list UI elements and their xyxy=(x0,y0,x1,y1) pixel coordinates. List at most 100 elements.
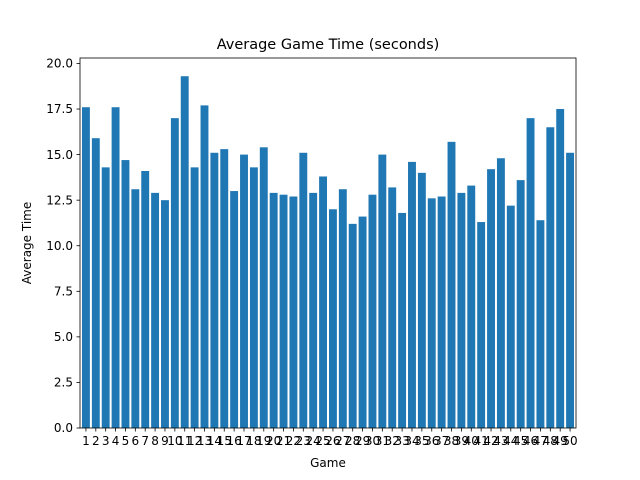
bar-game-25 xyxy=(319,176,328,428)
x-tick-label: 29 xyxy=(355,434,370,448)
bar-game-18 xyxy=(249,167,258,429)
bar-game-29 xyxy=(358,216,367,428)
bar-game-40 xyxy=(467,185,476,428)
x-tick-label: 42 xyxy=(483,434,498,448)
bar-game-33 xyxy=(398,212,407,428)
bar-game-19 xyxy=(259,147,268,428)
y-tick-label: 7.5 xyxy=(54,285,73,299)
x-tick-label: 34 xyxy=(404,434,419,448)
bar-game-11 xyxy=(180,76,189,428)
bar-game-46 xyxy=(526,118,535,429)
bar-game-3 xyxy=(101,167,110,429)
x-tick-label: 3 xyxy=(102,434,110,448)
bar-game-9 xyxy=(161,200,169,428)
y-tick-label: 15.0 xyxy=(46,148,73,162)
x-axis-ticks: 1 2 3 4 5 6 7 8 91011121314151617181920212223242… xyxy=(82,428,578,448)
bar-game-32 xyxy=(388,187,397,428)
y-tick-label: 12.5 xyxy=(46,193,73,207)
bar-game-39 xyxy=(457,192,466,428)
x-tick-label: 14 xyxy=(207,434,222,448)
x-tick-label: 9 xyxy=(161,434,169,448)
y-tick-label: 17.5 xyxy=(46,102,73,116)
x-tick-label: 15 xyxy=(217,434,232,448)
x-tick-label: 27 xyxy=(335,434,350,448)
bar-game-16 xyxy=(230,191,239,428)
x-tick-label: 20 xyxy=(266,434,281,448)
bar-game-13 xyxy=(200,105,209,428)
bar-game-34 xyxy=(408,161,416,428)
x-tick-label: 23 xyxy=(296,434,311,448)
bar-game-15 xyxy=(220,149,229,428)
x-tick-label: 36 xyxy=(424,434,439,448)
bar-game-21 xyxy=(279,194,288,428)
x-tick-label: 46 xyxy=(523,434,538,448)
x-axis-label: Game xyxy=(310,456,346,470)
bar-game-22 xyxy=(289,196,298,428)
bar-game-5 xyxy=(121,160,130,428)
x-tick-label: 32 xyxy=(385,434,400,448)
x-tick-label: 8 xyxy=(151,434,159,448)
x-tick-label: 6 xyxy=(132,434,140,448)
plot-frame xyxy=(79,57,577,429)
bar-game-49 xyxy=(556,109,565,428)
y-tick-label: 5.0 xyxy=(54,330,73,344)
x-tick-label: 13 xyxy=(197,434,212,448)
x-tick-label: 38 xyxy=(444,434,459,448)
x-tick-label: 19 xyxy=(256,434,271,448)
x-tick-label: 16 xyxy=(226,434,241,448)
x-tick-label: 11 xyxy=(177,434,192,448)
bar-game-17 xyxy=(240,154,248,428)
x-tick-label: 4 xyxy=(112,434,120,448)
bar-game-1 xyxy=(81,107,90,429)
chart-title: Average Game Time (seconds) xyxy=(217,37,440,53)
bar-game-28 xyxy=(348,223,357,428)
x-tick-label: 26 xyxy=(325,434,340,448)
bar-game-14 xyxy=(210,152,219,428)
x-tick-label: 49 xyxy=(553,434,568,448)
bar-game-6 xyxy=(131,189,140,428)
bar-game-37 xyxy=(437,196,446,428)
bar-game-27 xyxy=(338,189,347,428)
bar-game-38 xyxy=(447,141,456,428)
x-tick-label: 1 xyxy=(82,434,90,448)
bar-game-7 xyxy=(141,171,150,428)
x-tick-label: 17 xyxy=(236,434,251,448)
y-axis-label: Average Time xyxy=(20,202,34,284)
bar-game-43 xyxy=(496,158,505,428)
bar-game-26 xyxy=(328,209,337,428)
x-tick-label: 45 xyxy=(513,434,528,448)
x-tick-label: 31 xyxy=(375,434,390,448)
bar-game-48 xyxy=(546,127,555,428)
x-tick-label: 50 xyxy=(562,434,577,448)
x-tick-label: 24 xyxy=(306,434,321,448)
bars-group xyxy=(81,76,575,429)
x-tick-label: 35 xyxy=(414,434,429,448)
x-tick-label: 10 xyxy=(167,434,182,448)
bar-game-41 xyxy=(477,222,486,428)
x-tick-label: 48 xyxy=(543,434,558,448)
bar-game-50 xyxy=(566,152,575,428)
x-tick-label: 12 xyxy=(187,434,202,448)
bar-game-47 xyxy=(536,220,545,428)
bar-game-23 xyxy=(299,152,308,428)
x-tick-label: 47 xyxy=(533,434,548,448)
bar-game-12 xyxy=(190,167,199,429)
x-tick-label: 30 xyxy=(365,434,380,448)
bar-game-2 xyxy=(91,138,100,428)
y-tick-label: 20.0 xyxy=(46,57,73,71)
x-tick-label: 39 xyxy=(454,434,469,448)
x-tick-label: 41 xyxy=(474,434,489,448)
bar-game-8 xyxy=(151,192,160,428)
bar-game-30 xyxy=(368,194,377,428)
bar-game-31 xyxy=(378,154,387,428)
x-tick-label: 2 xyxy=(92,434,100,448)
bar-game-45 xyxy=(516,180,525,428)
x-tick-label: 25 xyxy=(315,434,330,448)
x-tick-label: 18 xyxy=(246,434,261,448)
bar-game-24 xyxy=(309,192,318,428)
y-tick-label: 10.0 xyxy=(46,239,73,253)
x-tick-label: 21 xyxy=(276,434,291,448)
bar-game-36 xyxy=(427,198,436,428)
x-tick-label: 22 xyxy=(286,434,301,448)
